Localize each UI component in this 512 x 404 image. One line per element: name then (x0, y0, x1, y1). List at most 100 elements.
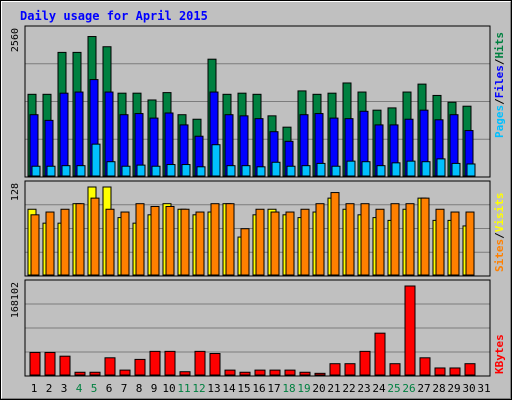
bar-sites-day-20 (315, 203, 325, 276)
bar-kbytes-day-23 (359, 350, 371, 376)
bar-sites-day-8 (135, 203, 145, 276)
chart-border-light (1, 1, 510, 398)
bar-sites-day-17 (270, 211, 280, 276)
bar-pages-day-28 (436, 158, 446, 177)
bar-sites-day-29 (450, 211, 460, 276)
bar-files-day-4 (74, 91, 84, 177)
x-axis-labels: 1 2 3 4 5 6 7 8 9 10 11 12 13 14 15 16 17 18 19 20 21 22 23 24 2… (31, 382, 491, 395)
bar-pages-day-19 (301, 165, 311, 177)
legend-entry: Pages (493, 105, 506, 138)
legend-entry: KBytes (493, 334, 506, 374)
bar-pages-day-4 (76, 165, 86, 177)
x-tick-label-14: 14 (222, 382, 236, 395)
legend-hits-files-pages: Pages/Files/Hits (493, 32, 506, 138)
bar-sites-day-1 (30, 214, 40, 276)
bar-kbytes-day-14 (224, 369, 236, 376)
x-tick-label-15: 15 (237, 382, 250, 395)
bar-kbytes-day-17 (269, 369, 281, 376)
bar-sites-day-5 (90, 197, 100, 276)
bar-pages-day-27 (421, 161, 431, 177)
bar-pages-day-1 (31, 165, 41, 177)
bar-kbytes-day-8 (134, 358, 146, 376)
bar-kbytes-day-27 (419, 357, 431, 376)
x-tick-label-20: 20 (312, 382, 325, 395)
bar-pages-day-29 (451, 162, 461, 177)
x-tick-label-8: 8 (136, 382, 143, 395)
bar-pages-day-22 (346, 160, 356, 177)
legend-entry: / (493, 98, 506, 105)
bar-sites-day-16 (255, 208, 265, 276)
panel-hits-files-pages: 2560 Pages/Files/Hits (10, 25, 506, 178)
bar-sites-day-28 (435, 208, 445, 276)
bar-sites-day-25 (390, 203, 400, 276)
bar-kbytes-day-25 (389, 363, 401, 376)
legend-kbytes: KBytes (493, 334, 506, 374)
bar-sites-day-7 (120, 211, 130, 276)
bar-sites-day-27 (420, 197, 430, 276)
bar-pages-day-13 (211, 144, 221, 177)
bar-files-day-3 (59, 92, 69, 177)
y-max-label: 2560 (10, 28, 21, 52)
bar-pages-day-12 (196, 166, 206, 177)
bar-kbytes-day-9 (149, 350, 161, 376)
bar-kbytes-day-16 (254, 369, 266, 376)
x-tick-label-28: 28 (432, 382, 445, 395)
chart-title: Daily usage for April 2015 (20, 9, 208, 23)
bar-pages-day-8 (136, 164, 146, 177)
y-max-label: 168102 (10, 282, 21, 318)
bar-pages-day-18 (286, 165, 296, 177)
x-tick-label-2: 2 (46, 382, 53, 395)
panel-frame (24, 25, 491, 178)
bar-kbytes-day-26 (404, 285, 416, 376)
bar-sites-day-2 (45, 211, 55, 276)
bar-sites-day-6 (105, 208, 115, 276)
chart-border-shadow (2, 2, 511, 399)
x-tick-label-12: 12 (192, 382, 205, 395)
x-tick-label-5: 5 (91, 382, 98, 395)
legend-entry: Visits (493, 193, 506, 233)
bar-pages-day-2 (46, 165, 56, 177)
x-tick-label-29: 29 (447, 382, 460, 395)
bar-pages-day-30 (466, 163, 476, 177)
panel-frame (24, 180, 491, 277)
x-tick-label-31: 31 (477, 382, 490, 395)
x-tick-label-17: 17 (267, 382, 280, 395)
x-tick-label-22: 22 (342, 382, 355, 395)
x-tick-label-6: 6 (106, 382, 113, 395)
legend-entry: Sites (493, 239, 506, 272)
bar-sites-day-9 (150, 205, 160, 276)
bar-kbytes-day-2 (44, 351, 56, 376)
panel-visits-sites: 128 Sites/Visits (10, 180, 506, 277)
bar-kbytes-day-22 (344, 363, 356, 376)
bar-kbytes-day-5 (89, 371, 101, 376)
bar-pages-day-6 (106, 161, 116, 177)
bar-pages-day-21 (331, 165, 341, 177)
x-tick-label-11: 11 (177, 382, 190, 395)
bar-sites-day-26 (405, 203, 415, 276)
bar-sites-day-11 (180, 208, 190, 276)
bar-kbytes-day-12 (194, 350, 206, 376)
bar-sites-day-15 (240, 228, 250, 276)
bar-sites-day-22 (345, 203, 355, 276)
bar-kbytes-day-21 (329, 363, 341, 376)
bar-pages-day-11 (181, 164, 191, 177)
bar-kbytes-day-7 (119, 369, 131, 376)
x-tick-label-25: 25 (387, 382, 400, 395)
bar-kbytes-day-18 (284, 369, 296, 376)
x-tick-label-18: 18 (282, 382, 295, 395)
x-tick-label-27: 27 (417, 382, 430, 395)
bar-pages-day-24 (376, 165, 386, 177)
bar-pages-day-10 (166, 164, 176, 177)
panel-frame (24, 279, 491, 377)
x-tick-label-1: 1 (31, 382, 38, 395)
bar-kbytes-day-15 (239, 371, 251, 376)
x-tick-label-10: 10 (162, 382, 175, 395)
legend-visits-sites: Sites/Visits (493, 193, 506, 273)
x-tick-label-16: 16 (252, 382, 265, 395)
bar-pages-day-16 (256, 166, 266, 177)
legend-entry: / (493, 58, 506, 65)
bar-sites-day-21 (330, 192, 340, 276)
bar-kbytes-day-4 (74, 371, 86, 376)
